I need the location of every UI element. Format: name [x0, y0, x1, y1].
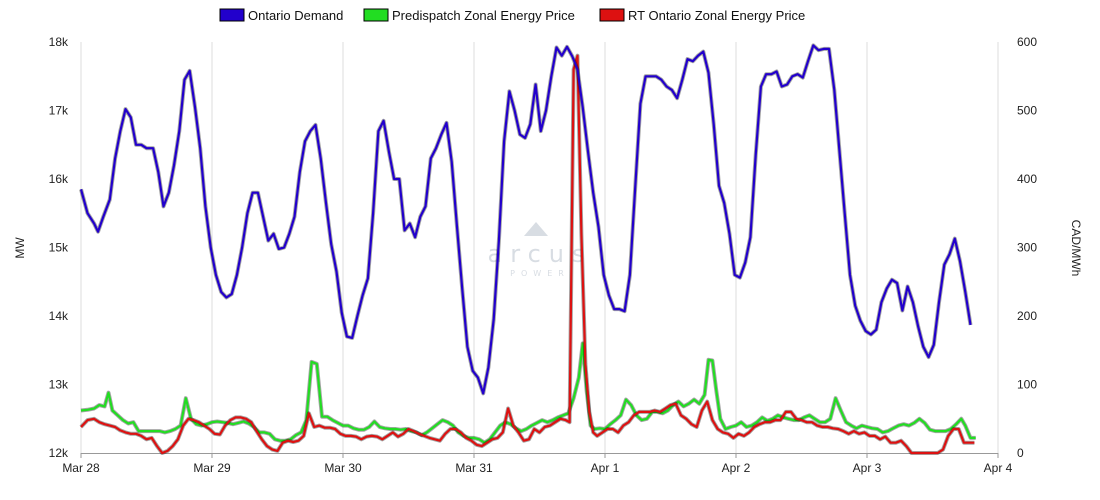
y-right-tick-label: 300 — [1017, 241, 1037, 255]
x-tick-label: Apr 2 — [722, 461, 751, 475]
legend-item-predispatch[interactable]: Predispatch Zonal Energy Price — [363, 8, 575, 23]
y-left-tick-label: 17k — [49, 104, 69, 118]
x-tick-label: Mar 31 — [455, 461, 493, 475]
series-line-rt-ontario-zonal-energy-price — [80, 54, 975, 455]
y-left-axis-title: MW — [13, 237, 27, 259]
y-left-tick-label: 13k — [49, 378, 69, 392]
y-right-axis-title: CAD/MWh — [1069, 220, 1083, 277]
series-line-predispatch-zonal-energy-price — [80, 342, 976, 444]
legend-label-predispatch: Predispatch Zonal Energy Price — [392, 8, 575, 23]
legend: Ontario Demand Predispatch Zonal Energy … — [219, 8, 805, 23]
x-axis: Mar 28 Mar 29 Mar 30 Mar 31 Apr 1 Apr 2 Apr 3 A… — [62, 453, 1013, 475]
legend-swatch-predispatch — [363, 8, 389, 22]
y-left-tick-label: 16k — [49, 172, 69, 186]
y-right-tick-label: 0 — [1017, 446, 1024, 460]
y-left-tick-label: 18k — [49, 35, 69, 49]
series-lines — [79, 43, 976, 455]
x-tick-label: Apr 3 — [853, 461, 882, 475]
legend-swatch-rt-price — [599, 8, 625, 22]
legend-label-rt-price: RT Ontario Zonal Energy Price — [628, 8, 805, 23]
y-right-tick-label: 100 — [1017, 378, 1037, 392]
y-left-tick-label: 14k — [49, 309, 69, 323]
x-tick-label: Mar 30 — [324, 461, 362, 475]
watermark: arcus POWER — [488, 222, 593, 278]
legend-swatch-demand — [219, 8, 245, 22]
y-right-tick-label: 500 — [1017, 104, 1037, 118]
x-tick-label: Apr 4 — [984, 461, 1013, 475]
legend-item-demand[interactable]: Ontario Demand — [219, 8, 343, 23]
y-right-axis: 0 100 200 300 400 500 600 — [1017, 35, 1037, 460]
watermark-sub: POWER — [510, 269, 570, 278]
y-right-tick-label: 200 — [1017, 309, 1037, 323]
watermark-logo-icon — [524, 222, 548, 236]
y-right-tick-label: 400 — [1017, 172, 1037, 186]
x-tick-label: Mar 28 — [62, 461, 100, 475]
legend-item-rt-price[interactable]: RT Ontario Zonal Energy Price — [599, 8, 805, 23]
x-tick-label: Mar 29 — [193, 461, 231, 475]
vertical-gridlines — [80, 42, 999, 453]
y-right-tick-label: 600 — [1017, 35, 1037, 49]
legend-label-demand: Ontario Demand — [248, 8, 343, 23]
series-line-ontario-demand — [79, 44, 972, 395]
y-left-axis: 12k 13k 14k 15k 16k 17k 18k — [49, 35, 69, 460]
watermark-brand: arcus — [488, 240, 593, 268]
series-line-ontario-demand-outline — [79, 43, 973, 396]
y-left-tick-label: 12k — [49, 446, 69, 460]
y-left-tick-label: 15k — [49, 241, 69, 255]
x-tick-label: Apr 1 — [591, 461, 620, 475]
